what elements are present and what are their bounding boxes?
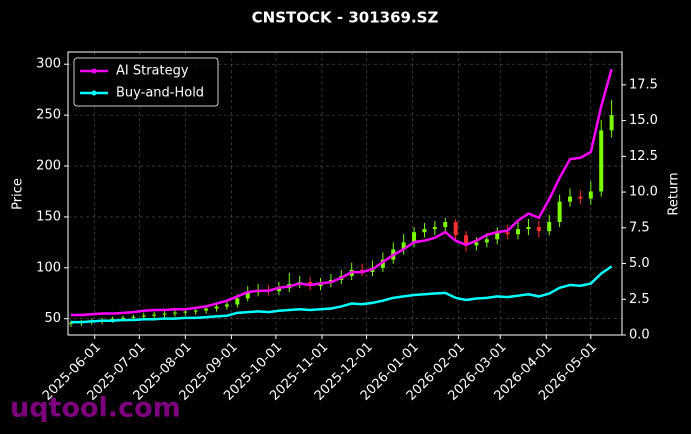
candle-body bbox=[380, 259, 385, 268]
candle-body bbox=[172, 312, 177, 314]
y2-tick-label: 12.5 bbox=[629, 149, 658, 164]
line-series bbox=[70, 265, 613, 324]
candle-body bbox=[609, 115, 614, 131]
candle-body bbox=[432, 227, 437, 230]
candle-body bbox=[276, 288, 281, 292]
candle-body bbox=[401, 242, 406, 250]
candle-body bbox=[162, 313, 167, 315]
candle-body bbox=[224, 304, 229, 307]
watermark: uqtool.com bbox=[10, 393, 181, 424]
candle-body bbox=[443, 222, 448, 228]
chart-title: CNSTOCK - 301369.SZ bbox=[252, 9, 439, 27]
candle-body bbox=[141, 315, 146, 317]
y-tick-label: 150 bbox=[36, 209, 61, 224]
y2-tick-label: 15.0 bbox=[629, 113, 658, 128]
legend-marker bbox=[91, 90, 97, 96]
legend-marker bbox=[91, 68, 97, 74]
y-tick-label: 200 bbox=[36, 159, 61, 174]
y2-tick-label: 5.0 bbox=[629, 256, 650, 271]
candle-body bbox=[453, 222, 458, 236]
y-tick-label: 50 bbox=[44, 311, 61, 326]
candle-body bbox=[245, 292, 250, 299]
candle-body bbox=[110, 318, 115, 320]
y-tick-label: 100 bbox=[36, 260, 61, 275]
legend-label: AI Strategy bbox=[116, 64, 189, 79]
candle-body bbox=[120, 317, 125, 319]
candle-body bbox=[599, 130, 604, 192]
y2-tick-label: 2.5 bbox=[629, 292, 650, 307]
y-axis-label: Price bbox=[11, 178, 26, 210]
candle-body bbox=[193, 310, 198, 312]
y2-tick-label: 7.5 bbox=[629, 220, 650, 235]
candle-body bbox=[464, 235, 469, 246]
candle-body bbox=[235, 298, 240, 305]
candle-body bbox=[557, 201, 562, 223]
candle-body bbox=[495, 232, 500, 240]
candle-body bbox=[422, 229, 427, 233]
legend-label: Buy-and-Hold bbox=[116, 86, 204, 101]
candle-body bbox=[484, 239, 489, 243]
candle-body bbox=[204, 308, 209, 311]
line-series bbox=[70, 68, 613, 317]
candle-body bbox=[588, 191, 593, 199]
y2-tick-label: 0.0 bbox=[629, 328, 650, 343]
candle-body bbox=[516, 229, 521, 235]
candle-body bbox=[131, 316, 136, 318]
candle-body bbox=[152, 314, 157, 316]
candle-body bbox=[547, 222, 552, 232]
y-tick-label: 250 bbox=[36, 108, 61, 123]
y-tick-label: 300 bbox=[36, 57, 61, 72]
candle-body bbox=[505, 232, 510, 235]
candle-body bbox=[214, 306, 219, 309]
legend-box bbox=[73, 57, 219, 107]
plot-frame bbox=[67, 51, 623, 336]
y2-tick-label: 17.5 bbox=[629, 77, 658, 92]
candle-body bbox=[536, 227, 541, 232]
candle-body bbox=[412, 232, 417, 243]
candle-body bbox=[183, 311, 188, 313]
candle-body bbox=[526, 227, 531, 230]
candle-body bbox=[474, 242, 479, 246]
candle-body bbox=[578, 196, 583, 199]
candle-body bbox=[568, 196, 573, 202]
y2-tick-label: 10.0 bbox=[629, 185, 658, 200]
y2-axis-label: Return bbox=[667, 172, 682, 215]
